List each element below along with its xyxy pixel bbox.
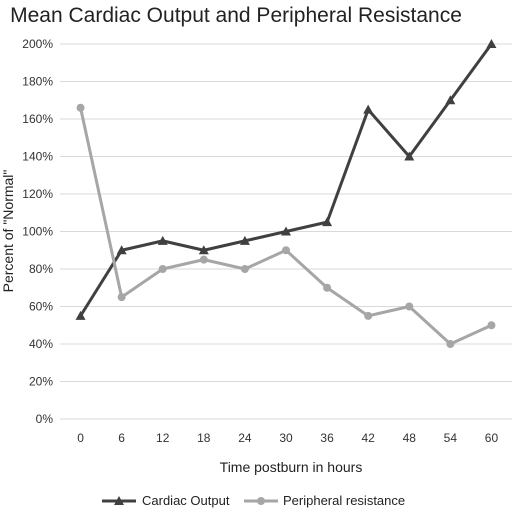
- legend-marker-circle: [257, 497, 265, 505]
- y-tick-label: 20%: [29, 375, 53, 389]
- x-tick-label: 54: [444, 431, 458, 445]
- data-point-circle: [282, 246, 290, 255]
- y-tick-label: 0%: [36, 412, 54, 426]
- data-point-triangle: [116, 245, 127, 255]
- data-point-triangle: [404, 151, 415, 161]
- y-tick-label: 40%: [29, 337, 53, 351]
- x-tick-label: 30: [279, 431, 293, 445]
- y-tick-label: 200%: [22, 37, 53, 51]
- y-axis-label: Percent of "Normal": [0, 170, 16, 293]
- data-point-circle: [446, 340, 455, 348]
- data-point-triangle: [363, 104, 374, 114]
- x-tick-label: 48: [403, 431, 417, 445]
- legend: Cardiac Output Peripheral resistance: [102, 493, 405, 508]
- x-tick-label: 12: [156, 431, 170, 445]
- legend-marker-triangle: [114, 496, 124, 505]
- y-tick-label: 140%: [22, 150, 53, 164]
- chart-title: Mean Cardiac Output and Peripheral Resis…: [10, 4, 462, 27]
- x-tick-label: 42: [362, 431, 376, 445]
- data-point-triangle: [486, 39, 497, 48]
- data-point-circle: [158, 265, 167, 273]
- data-point-circle: [487, 321, 496, 330]
- x-tick-label: 60: [485, 431, 499, 445]
- data-point-circle: [240, 265, 249, 273]
- data-point-triangle: [322, 217, 333, 227]
- series-line: [79, 43, 493, 317]
- legend-item: Cardiac Output: [102, 493, 230, 508]
- data-point-triangle: [239, 235, 250, 245]
- x-tick-label: 24: [238, 431, 252, 445]
- y-tick-label: 120%: [22, 187, 53, 201]
- y-tick-label: 60%: [29, 300, 53, 314]
- y-tick-label: 160%: [22, 112, 53, 126]
- y-tick-label: 180%: [22, 75, 53, 89]
- legend-label: Peripheral resistance: [283, 493, 405, 508]
- legend-label: Cardiac Output: [142, 493, 230, 508]
- data-point-circle: [76, 103, 85, 112]
- data-point-triangle: [198, 245, 209, 255]
- y-tick-label: 80%: [29, 262, 53, 276]
- data-point-circle: [405, 302, 414, 311]
- data-point-circle: [199, 255, 208, 264]
- data-point-circle: [117, 293, 126, 302]
- data-point-circle: [323, 283, 332, 292]
- y-axis-ticks: 0% 20% 40% 60% 80% 100% 120% 140% 160% 180% 200%: [22, 37, 53, 426]
- y-tick-label: 100%: [22, 225, 53, 239]
- series-layer: [75, 39, 497, 348]
- x-tick-label: 18: [197, 431, 211, 445]
- series-line: [79, 107, 493, 346]
- x-tick-label: 0: [77, 431, 84, 445]
- data-point-triangle: [75, 310, 86, 320]
- x-axis-ticks: 0 6 12 18 24 30 36 42 48 54 60: [77, 431, 498, 445]
- x-tick-label: 36: [320, 431, 334, 445]
- data-point-triangle: [157, 235, 168, 245]
- legend-item: Peripheral resistance: [244, 493, 405, 508]
- series-peripheral-resistance: [76, 103, 496, 348]
- x-axis-label: Time postburn in hours: [220, 459, 363, 475]
- x-tick-label: 6: [118, 431, 125, 445]
- series-cardiac-output: [75, 39, 497, 320]
- data-point-circle: [364, 311, 373, 320]
- data-point-triangle: [445, 95, 456, 105]
- data-point-triangle: [281, 226, 291, 236]
